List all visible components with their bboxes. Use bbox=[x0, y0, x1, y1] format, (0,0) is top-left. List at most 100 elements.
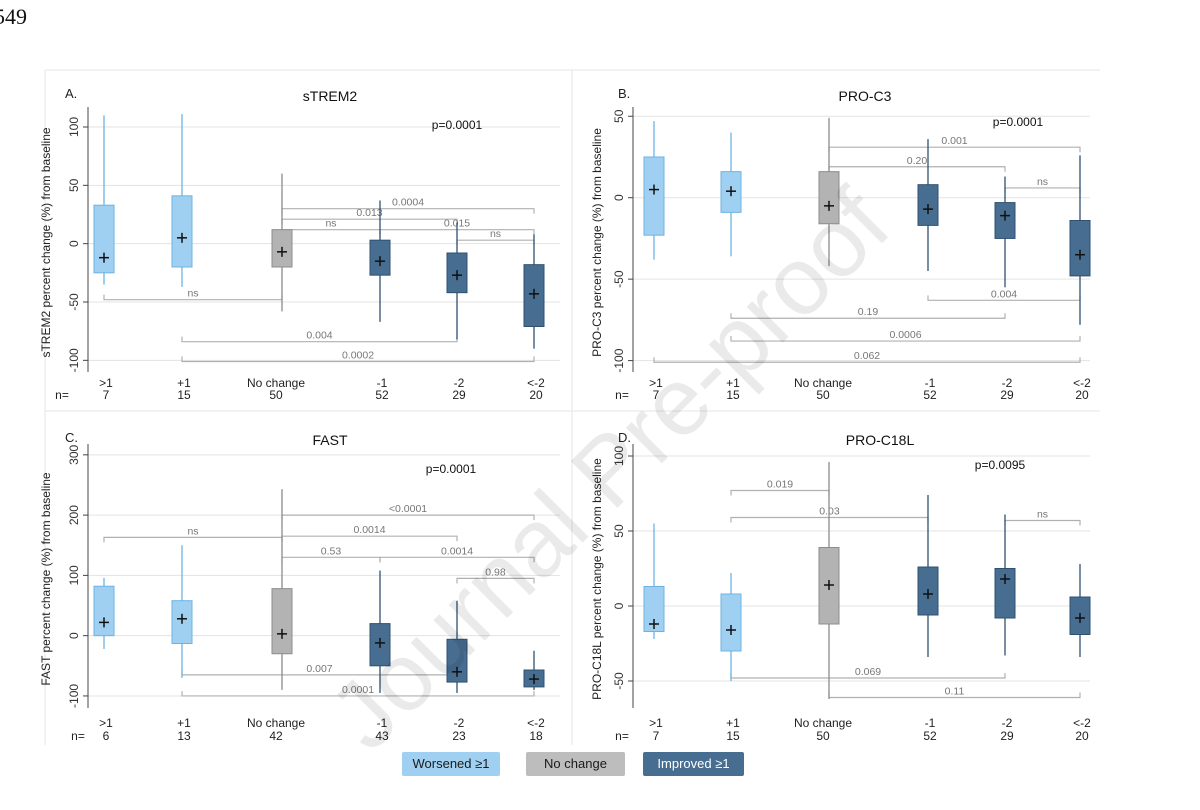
box-iqr bbox=[171, 195, 193, 268]
box-2 bbox=[171, 545, 193, 678]
y-tick-label: -100 bbox=[612, 348, 626, 372]
significance-bracket bbox=[281, 229, 381, 235]
box-1 bbox=[93, 115, 115, 285]
x-category-label: -1 bbox=[377, 716, 388, 730]
significance-label: 0.007 bbox=[306, 663, 332, 675]
significance-label: 0.53 bbox=[321, 545, 342, 557]
x-category-label: -1 bbox=[925, 376, 936, 390]
significance-bracket bbox=[281, 208, 535, 214]
n-value: 50 bbox=[269, 388, 283, 402]
x-category-label: -2 bbox=[1002, 716, 1013, 730]
n-value: 18 bbox=[529, 729, 543, 743]
chart-panel-3: -100 0 100 200 300 FAST percent change (%) fr… bbox=[39, 430, 560, 743]
significance-label: 0.001 bbox=[941, 135, 967, 147]
box-2 bbox=[720, 573, 742, 681]
chart-panel-1: -100 -50 0 50 100 sTREM2 percent change (%) f… bbox=[39, 86, 560, 402]
significance-label: 0.013 bbox=[356, 207, 382, 219]
y-tick-label: 50 bbox=[612, 109, 626, 123]
panel-label: C. bbox=[65, 430, 78, 445]
y-tick-label: -50 bbox=[612, 672, 626, 690]
panel-label: A. bbox=[65, 86, 77, 101]
x-category-label: -1 bbox=[925, 716, 936, 730]
significance-bracket bbox=[456, 577, 535, 584]
significance-label: ns bbox=[1037, 509, 1048, 521]
significance-label: 0.004 bbox=[306, 330, 332, 342]
n-value: 15 bbox=[726, 388, 740, 402]
n-value: 29 bbox=[1000, 388, 1014, 402]
y-tick-label: -100 bbox=[67, 348, 81, 372]
box-1 bbox=[643, 121, 665, 260]
page-number: 549 bbox=[0, 4, 27, 29]
n-value: 52 bbox=[923, 388, 937, 402]
significance-label: 0.98 bbox=[485, 566, 506, 578]
significance-bracket bbox=[730, 336, 1081, 342]
x-category-label: >1 bbox=[99, 376, 113, 390]
significance-bracket bbox=[828, 146, 1081, 153]
significance-bracket bbox=[281, 514, 535, 521]
panel-label: B. bbox=[618, 86, 630, 101]
x-category-label: +1 bbox=[726, 376, 740, 390]
n-label: n= bbox=[615, 729, 629, 743]
y-tick-label: 0 bbox=[67, 240, 81, 247]
box-1 bbox=[643, 523, 665, 639]
x-category-label: +1 bbox=[177, 376, 191, 390]
significance-label: 0.20 bbox=[907, 155, 928, 167]
box-4 bbox=[369, 570, 391, 693]
significance-label: 0.062 bbox=[854, 350, 880, 362]
box-4 bbox=[917, 495, 939, 657]
n-value: 29 bbox=[1000, 729, 1014, 743]
box-5 bbox=[446, 222, 468, 340]
significance-bracket bbox=[828, 166, 1006, 172]
n-value: 15 bbox=[177, 388, 191, 402]
box-3 bbox=[271, 173, 293, 312]
n-value: 52 bbox=[923, 729, 937, 743]
box-6 bbox=[1069, 155, 1091, 325]
significance-label: 0.0002 bbox=[342, 350, 374, 362]
y-tick-label: 0 bbox=[67, 632, 81, 639]
box-5 bbox=[446, 600, 468, 693]
box-6 bbox=[523, 650, 545, 690]
significance-label: 0.0004 bbox=[392, 197, 424, 209]
significance-bracket bbox=[281, 535, 458, 542]
significance-label: 0.0001 bbox=[342, 684, 374, 696]
y-tick-label: 200 bbox=[67, 505, 81, 525]
y-axis-label: PRO-C18L percent change (%) from baselin… bbox=[590, 458, 604, 700]
significance-bracket bbox=[281, 218, 458, 225]
significance-label: 0.004 bbox=[991, 288, 1017, 300]
box-3 bbox=[271, 489, 293, 690]
significance-bracket bbox=[730, 313, 1006, 319]
x-category-label: >1 bbox=[99, 716, 113, 730]
box-iqr bbox=[93, 585, 115, 637]
box-3 bbox=[818, 117, 840, 267]
x-category-label: No change bbox=[794, 716, 852, 730]
chart-title: sTREM2 bbox=[303, 88, 358, 104]
p-value-label: p=0.0001 bbox=[993, 115, 1044, 129]
x-category-label: -2 bbox=[454, 376, 465, 390]
significance-bracket bbox=[181, 356, 535, 363]
legend-no-change: No change bbox=[526, 752, 625, 776]
y-tick-label: -50 bbox=[612, 270, 626, 288]
n-value: 42 bbox=[269, 729, 283, 743]
p-value-label: p=0.0001 bbox=[432, 118, 483, 132]
y-axis-label: PRO-C3 percent change (%) from baseline bbox=[590, 128, 604, 357]
significance-label: ns bbox=[187, 288, 198, 300]
box-5 bbox=[994, 514, 1016, 656]
n-value: 7 bbox=[653, 388, 660, 402]
n-value: 50 bbox=[816, 729, 830, 743]
x-category-label: No change bbox=[247, 376, 305, 390]
x-category-label: <-2 bbox=[1073, 376, 1091, 390]
p-value-label: p=0.0095 bbox=[975, 458, 1026, 472]
n-value: 50 bbox=[816, 388, 830, 402]
x-category-label: <-2 bbox=[527, 716, 545, 730]
box-iqr bbox=[643, 156, 665, 236]
n-value: 13 bbox=[177, 729, 191, 743]
significance-bracket bbox=[281, 556, 381, 563]
n-value: 52 bbox=[375, 388, 389, 402]
significance-bracket bbox=[653, 357, 1081, 363]
significance-label: 0.0014 bbox=[441, 545, 473, 557]
n-value: 7 bbox=[653, 729, 660, 743]
box-4 bbox=[369, 200, 391, 322]
chart-title: PRO-C3 bbox=[839, 88, 892, 104]
significance-label: 0.19 bbox=[858, 306, 879, 318]
box-iqr bbox=[994, 568, 1016, 619]
